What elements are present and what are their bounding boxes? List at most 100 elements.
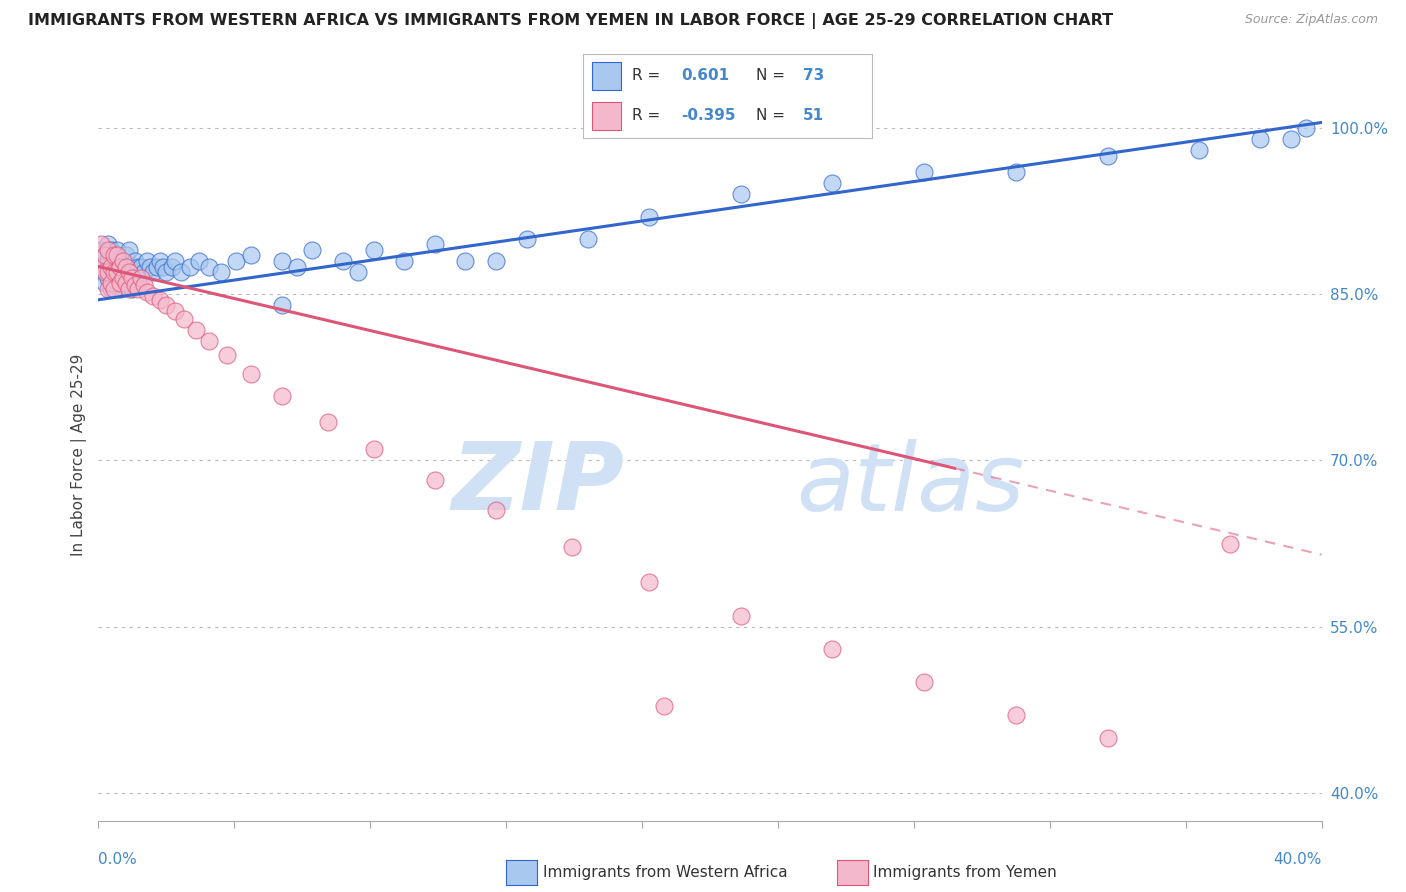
Point [142,289,165,303]
Point [730,187,752,202]
Point [103,282,125,296]
Point [100,276,122,290]
Point [485,254,508,268]
Point [392,254,416,268]
Text: N =: N = [756,108,786,123]
Bar [592,62,621,90]
Point [129,270,152,285]
Text: Immigrants from Yemen: Immigrants from Yemen [873,865,1057,880]
Point [111,254,134,268]
Point [332,254,354,268]
Point [111,270,134,285]
Point [652,699,675,714]
Point [136,254,159,268]
Point [108,254,131,268]
Point [97,270,120,285]
Point [912,165,935,179]
Y-axis label: In Labor Force | Age 25-29: In Labor Force | Age 25-29 [72,354,87,556]
Point [111,270,134,285]
Point [821,177,844,191]
Point [270,389,292,403]
Text: IMMIGRANTS FROM WESTERN AFRICA VS IMMIGRANTS FROM YEMEN IN LABOR FORCE | AGE 25-: IMMIGRANTS FROM WESTERN AFRICA VS IMMIGR… [28,13,1114,29]
Bar [592,102,621,130]
Point [105,248,128,262]
Point [134,278,156,293]
Point [316,415,339,429]
Point [240,367,263,381]
Point [454,254,477,268]
Point [1249,132,1271,146]
Point [561,540,583,554]
Point [209,265,232,279]
Point [1004,165,1026,179]
Point [124,254,146,268]
Point [115,260,138,274]
Point [163,303,186,318]
Point [1295,120,1317,135]
Point [111,260,134,274]
Point [142,265,165,279]
Point [97,254,120,268]
Point [103,276,125,290]
Point [155,298,177,312]
Point [127,276,149,290]
Point [108,260,131,274]
Point [105,265,128,279]
Point [100,282,122,296]
Point [127,260,149,274]
Point [730,608,752,623]
Point [363,243,385,257]
Point [90,237,112,252]
Point [121,265,143,279]
Text: Immigrants from Western Africa: Immigrants from Western Africa [543,865,787,880]
Point [821,641,844,656]
Point [136,285,159,299]
Point [103,265,125,279]
Point [100,260,122,274]
Point [285,260,308,274]
Point [115,248,138,262]
Point [97,243,120,257]
Point [423,474,446,488]
Point [90,243,112,257]
Point [115,265,138,279]
Text: R =: R = [633,108,661,123]
Point [118,270,141,285]
Text: atlas: atlas [796,439,1024,530]
Text: 51: 51 [803,108,824,123]
Point [121,282,143,296]
Point [1097,731,1119,745]
Text: R =: R = [633,69,661,84]
Point [93,265,115,279]
Point [912,675,935,690]
Point [240,248,263,262]
Point [516,232,538,246]
Point [118,265,141,279]
Point [115,276,138,290]
Point [1219,536,1241,550]
Point [152,260,174,274]
Point [149,293,172,307]
Point [97,237,120,252]
Point [179,260,201,274]
Point [118,260,141,274]
Point [163,254,186,268]
Point [155,265,177,279]
Point [93,265,115,279]
Point [423,237,446,252]
Point [90,260,112,274]
Point [93,248,115,262]
Point [197,334,219,348]
Point [1279,132,1302,146]
Text: 40.0%: 40.0% [1274,852,1322,867]
Point [576,232,599,246]
Point [105,243,128,257]
Point [270,254,292,268]
Point [108,265,131,279]
Point [127,282,149,296]
Point [134,265,156,279]
Point [301,243,323,257]
Point [103,248,125,262]
Point [93,276,115,290]
Text: N =: N = [756,69,786,84]
